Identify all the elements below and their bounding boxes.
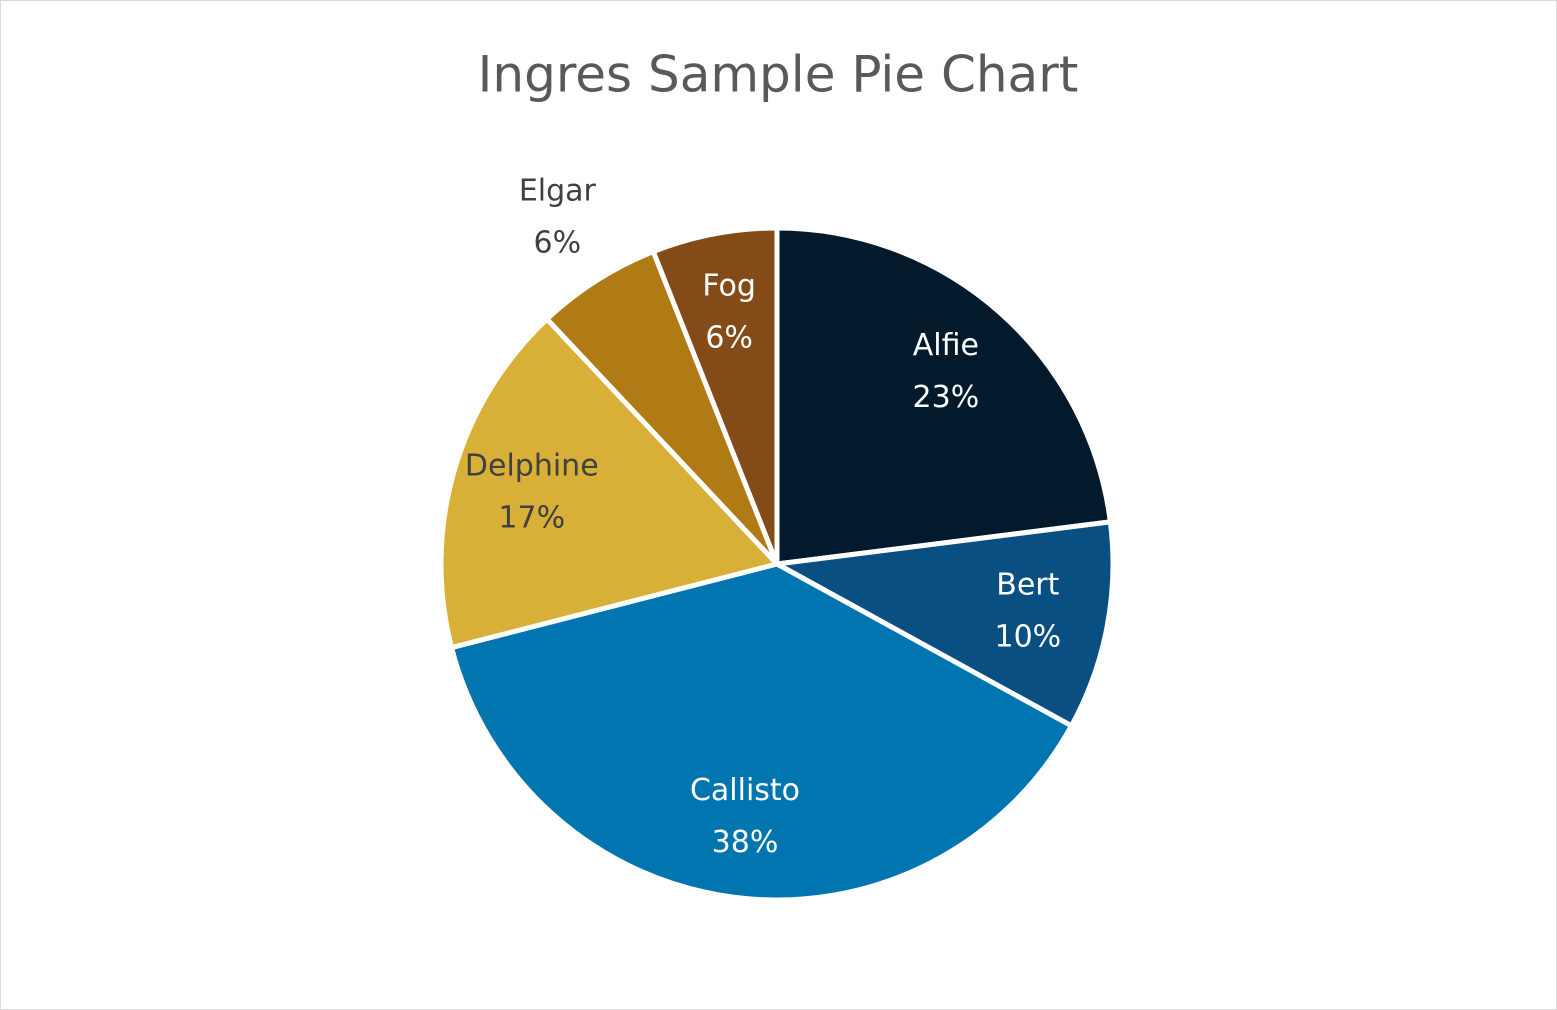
slice-value-label: 6%: [705, 321, 753, 356]
pie-slice: [774, 519, 1116, 729]
slice-label: Alfie: [913, 328, 979, 363]
chart-title: Ingres Sample Pie Chart: [478, 46, 1079, 104]
slice-value-label: 17%: [498, 500, 565, 535]
pie-slice: [774, 225, 1113, 567]
slice-label: Elgar: [519, 173, 597, 208]
slice-label: Bert: [996, 567, 1059, 602]
pie-slice: [449, 561, 1074, 903]
slice-value-label: 6%: [534, 225, 582, 260]
slice-label: Fog: [702, 269, 756, 304]
slice-label: Delphine: [465, 448, 599, 483]
slice-label: Callisto: [690, 773, 800, 808]
pie-slice: [438, 316, 780, 651]
slice-value-label: 23%: [913, 380, 980, 415]
slice-value-label: 38%: [712, 825, 779, 860]
pie-slice: [650, 225, 780, 567]
slice-value-label: 10%: [994, 619, 1061, 654]
